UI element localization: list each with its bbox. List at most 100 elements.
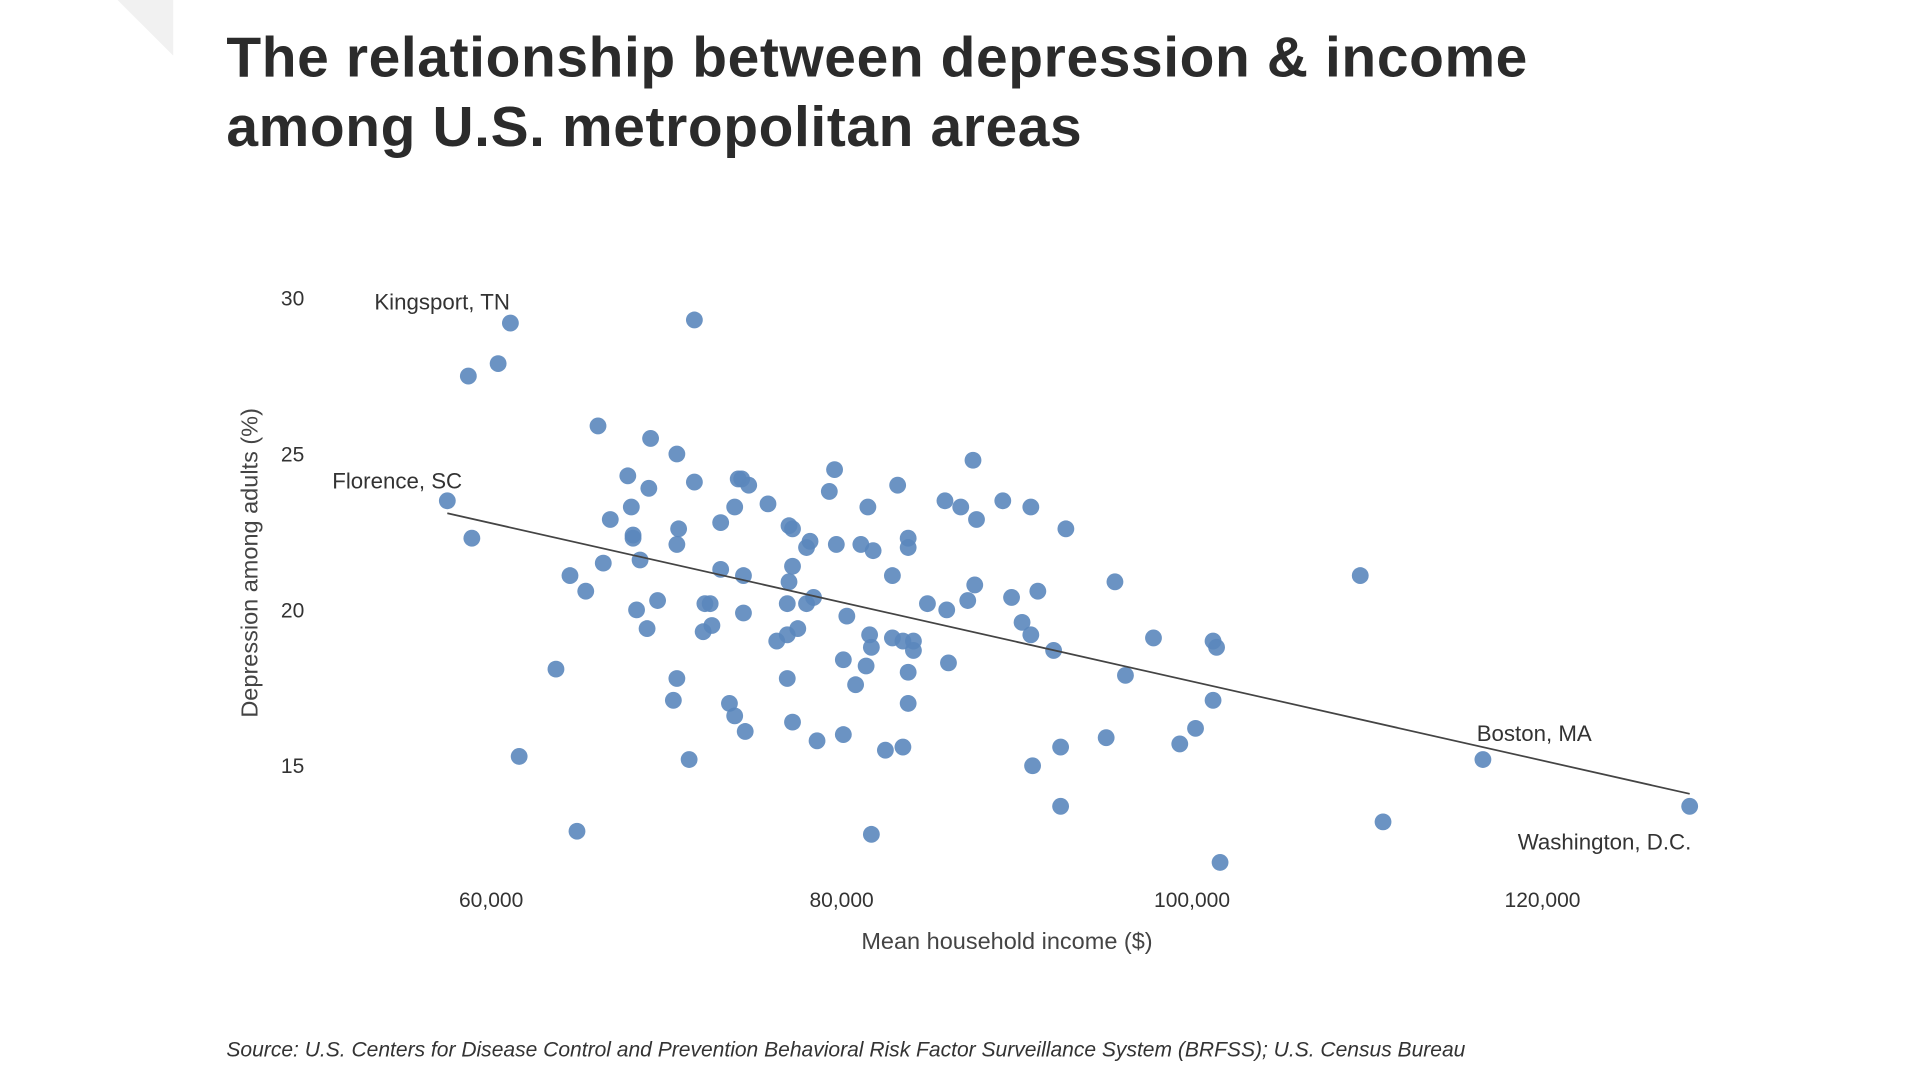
data-point	[1029, 582, 1047, 600]
data-point	[619, 467, 637, 485]
data-point	[784, 557, 801, 575]
y-tick-label: 20	[281, 599, 304, 622]
source-note: Source: U.S. Centers for Disease Control…	[226, 1037, 1466, 1062]
data-point	[899, 695, 917, 712]
data-point	[940, 654, 957, 672]
data-point	[726, 498, 744, 516]
trend-line	[447, 512, 1690, 795]
data-point	[801, 532, 819, 550]
data-point	[1106, 573, 1124, 591]
title-line-2: among U.S. metropolitan areas	[226, 94, 1083, 159]
data-point	[668, 670, 686, 687]
data-point	[1211, 853, 1229, 871]
data-point	[1117, 666, 1134, 684]
data-point	[808, 732, 826, 750]
data-point	[703, 617, 721, 634]
data-point	[1474, 751, 1492, 768]
corner-decoration	[117, 0, 174, 56]
data-point	[501, 314, 519, 332]
data-point	[594, 554, 612, 572]
x-tick-label: 120,000	[1505, 889, 1581, 912]
data-point	[838, 607, 856, 625]
data-point	[966, 576, 984, 594]
data-point	[919, 595, 936, 613]
data-point	[889, 476, 907, 494]
data-point	[784, 713, 801, 731]
data-point	[1187, 719, 1204, 737]
data-point	[959, 592, 977, 609]
data-point	[736, 723, 754, 740]
data-point	[1052, 738, 1070, 756]
data-point	[670, 520, 688, 538]
data-point	[778, 670, 796, 687]
data-point	[1052, 797, 1070, 815]
data-point	[489, 355, 507, 373]
data-point	[894, 738, 912, 756]
data-point	[862, 825, 880, 843]
data-point	[768, 632, 786, 650]
y-tick-label: 25	[281, 443, 304, 466]
data-point	[784, 520, 801, 538]
data-point	[638, 620, 656, 638]
data-point	[1022, 498, 1040, 516]
data-point	[780, 573, 798, 591]
data-point	[862, 638, 880, 656]
data-point	[642, 430, 659, 447]
point-annotation: Kingsport, TN	[374, 289, 510, 314]
data-point	[459, 367, 477, 385]
point-annotation: Florence, SC	[332, 468, 462, 493]
data-point	[936, 492, 954, 510]
chart-title: The relationship between depression & in…	[226, 22, 1528, 161]
x-tick-label: 60,000	[459, 889, 523, 912]
data-point	[876, 741, 894, 759]
data-point	[1013, 613, 1031, 631]
data-point	[1374, 813, 1392, 831]
data-point	[712, 514, 730, 532]
data-point	[622, 498, 640, 516]
data-point	[463, 529, 481, 547]
data-point	[827, 536, 845, 553]
data-point	[778, 595, 796, 613]
point-annotation: Boston, MA	[1477, 721, 1592, 746]
data-point	[1145, 629, 1162, 647]
data-point	[1022, 626, 1040, 644]
data-point	[805, 589, 822, 606]
data-point	[701, 595, 719, 613]
data-point	[834, 651, 852, 669]
data-point	[668, 536, 686, 553]
data-point	[649, 592, 667, 609]
data-point	[685, 311, 703, 329]
data-point	[664, 691, 682, 709]
data-point	[601, 511, 619, 528]
data-point	[857, 657, 875, 675]
data-point	[1057, 520, 1075, 538]
x-tick-label: 80,000	[809, 889, 873, 912]
data-point	[438, 492, 456, 510]
data-point	[759, 495, 777, 513]
y-axis-label: Depression among adults (%)	[236, 408, 262, 718]
data-point	[685, 473, 703, 491]
x-axis-label: Mean household income ($)	[861, 928, 1152, 954]
data-point	[964, 451, 982, 469]
data-point	[1003, 589, 1020, 606]
data-point	[631, 551, 649, 569]
data-point	[938, 601, 956, 619]
data-point	[510, 748, 528, 765]
data-point	[826, 461, 843, 479]
data-point	[589, 417, 607, 435]
data-point	[859, 498, 877, 516]
data-point	[1097, 729, 1115, 747]
title-line-1: The relationship between depression & in…	[226, 24, 1528, 90]
data-point	[624, 529, 642, 547]
data-point	[883, 567, 901, 585]
data-point	[628, 601, 645, 619]
data-point	[899, 539, 917, 556]
data-point	[847, 676, 865, 694]
data-point	[1024, 757, 1041, 775]
point-annotation: Washington, D.C.	[1518, 830, 1692, 855]
data-point	[968, 511, 985, 528]
data-point	[1208, 638, 1225, 656]
data-point	[1351, 567, 1369, 585]
